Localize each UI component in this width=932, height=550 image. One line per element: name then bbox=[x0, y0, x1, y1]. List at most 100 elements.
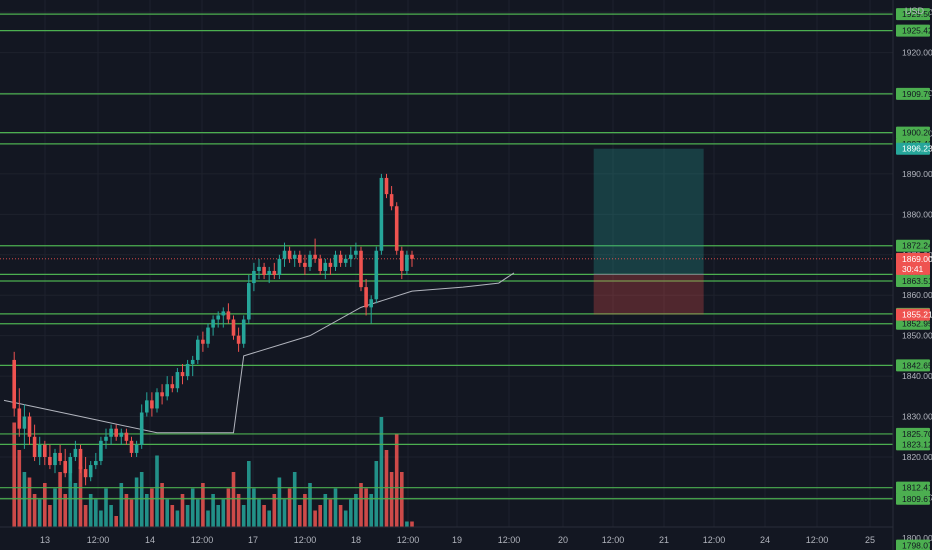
candle-body bbox=[394, 206, 399, 251]
volume-bar bbox=[247, 461, 251, 527]
volume-bar bbox=[354, 494, 358, 527]
level-price-tag: 1929.50 bbox=[902, 9, 932, 19]
volume-bar bbox=[374, 461, 379, 527]
take-profit-tag: 1896.23 bbox=[902, 144, 932, 154]
candle-body bbox=[247, 283, 251, 320]
candle-body bbox=[379, 177, 384, 251]
level-price-tag: 1812.41 bbox=[902, 483, 932, 493]
moving-average-line bbox=[3, 272, 515, 434]
level-price-tag: 1863.51 bbox=[902, 276, 932, 286]
candle-body bbox=[58, 452, 62, 462]
price-tick-label: 1820.00 bbox=[902, 452, 932, 462]
candle-body bbox=[369, 299, 373, 308]
volume-bar bbox=[323, 494, 328, 527]
volume-bar bbox=[405, 521, 409, 527]
level-price-tag: 1872.24 bbox=[902, 241, 932, 251]
volume-bar bbox=[27, 477, 32, 527]
candle-body bbox=[17, 408, 22, 429]
price-tick-label: 1800.00 bbox=[902, 533, 932, 543]
candle-body bbox=[78, 448, 83, 470]
level-price-tag-box bbox=[896, 492, 930, 505]
candle-body bbox=[349, 254, 353, 259]
candle-body bbox=[226, 311, 231, 320]
moving-average bbox=[3, 272, 515, 434]
candle-body bbox=[43, 444, 47, 457]
candle-body bbox=[343, 258, 348, 263]
candle-body bbox=[272, 270, 277, 275]
candle-body bbox=[318, 258, 322, 271]
level-price-tag-box bbox=[896, 359, 930, 372]
volume-bar bbox=[196, 499, 200, 527]
volume-bar bbox=[308, 483, 312, 527]
volume-bar bbox=[236, 494, 241, 527]
volume-bar bbox=[134, 477, 139, 527]
volume-bar bbox=[262, 505, 266, 527]
volume-bar bbox=[221, 499, 226, 527]
candle-body bbox=[201, 339, 205, 344]
volume-bar bbox=[201, 483, 205, 527]
volume-bar bbox=[73, 483, 78, 527]
volume-bar bbox=[318, 505, 322, 527]
volume-bar bbox=[394, 433, 399, 527]
candle-body bbox=[231, 319, 236, 336]
level-price-tag: 1809.67 bbox=[902, 494, 932, 504]
candle-body bbox=[221, 311, 226, 316]
volume-bar bbox=[313, 510, 317, 527]
candle-body bbox=[124, 432, 129, 441]
candle-body bbox=[139, 412, 144, 445]
level-price-tag-box bbox=[896, 8, 930, 21]
candle-body bbox=[63, 461, 67, 474]
price-tick-label: 1860.00 bbox=[902, 290, 932, 300]
time-axis[interactable]: 13 12:00 14 12:00 17 12:00 18 12:00 19 12:00 20 12:… bbox=[0, 526, 932, 550]
level-price-tag-box bbox=[896, 239, 930, 252]
level-price-tag: 1825.70 bbox=[902, 429, 932, 439]
volume-bar bbox=[292, 472, 297, 527]
candle-body bbox=[185, 363, 190, 377]
level-price-tag-box bbox=[896, 539, 930, 550]
time-tick-label: 12:00 bbox=[87, 535, 110, 545]
volume-bar bbox=[88, 494, 93, 527]
time-tick-label: 25 bbox=[865, 535, 875, 545]
candle-body bbox=[73, 448, 78, 457]
level-price-tag: 1842.65 bbox=[902, 360, 932, 370]
candle-body bbox=[190, 359, 195, 364]
volume-bar bbox=[12, 422, 16, 527]
level-price-tag: 1900.20 bbox=[902, 128, 932, 138]
volume-bar bbox=[150, 488, 154, 527]
price-tick-label: 1850.00 bbox=[902, 331, 932, 341]
candle-body bbox=[241, 319, 246, 344]
candle-body bbox=[99, 440, 103, 462]
price-tick-label: 1880.00 bbox=[902, 209, 932, 219]
volume-bar bbox=[384, 450, 389, 527]
candle-body bbox=[175, 372, 180, 389]
candle-body bbox=[180, 372, 185, 377]
volume-bar bbox=[37, 499, 42, 527]
candle-body bbox=[374, 250, 379, 300]
volume-bar bbox=[282, 499, 287, 527]
candle-body bbox=[277, 258, 282, 275]
volume-bar bbox=[155, 455, 159, 527]
candle-body bbox=[333, 254, 338, 267]
candle-body bbox=[196, 339, 200, 360]
stop-loss-tag: 1855.21 bbox=[902, 310, 932, 320]
candle-body bbox=[150, 400, 154, 409]
volume-bar bbox=[119, 483, 124, 527]
candle-body bbox=[323, 262, 328, 271]
long-position-tool[interactable] bbox=[0, 148, 893, 315]
candlesticks bbox=[12, 173, 414, 486]
candle-body bbox=[53, 452, 57, 466]
volume-bar bbox=[160, 483, 164, 527]
volume-bar bbox=[48, 505, 52, 527]
volume-bar bbox=[78, 466, 83, 527]
candle-body bbox=[287, 250, 292, 259]
volume-bar bbox=[17, 450, 22, 527]
candle-body bbox=[104, 436, 108, 441]
volume-bar bbox=[104, 488, 108, 527]
volume-bar bbox=[145, 494, 149, 527]
candle-body bbox=[32, 436, 37, 457]
level-price-tag-box bbox=[896, 317, 930, 330]
level-price-tag-box bbox=[896, 24, 930, 37]
candle-body bbox=[303, 262, 307, 267]
volume-bar bbox=[226, 488, 231, 527]
